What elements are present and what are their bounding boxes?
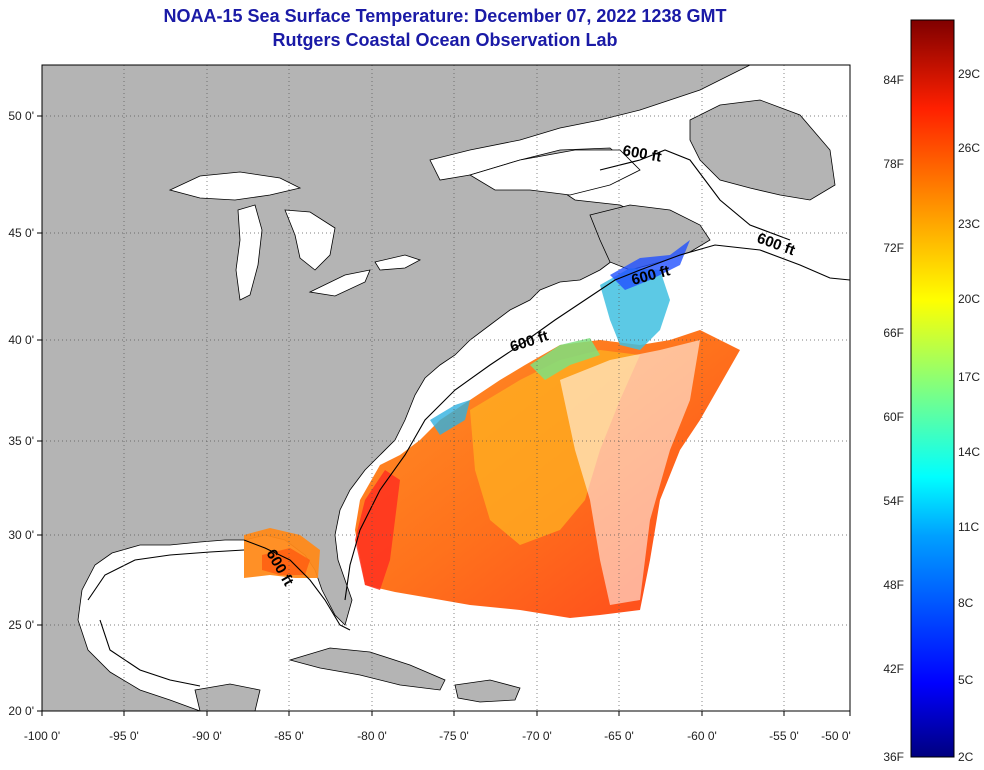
celsius-label: 20C <box>958 292 980 306</box>
newfoundland-land <box>689 99 836 201</box>
yucatan-land <box>194 683 261 711</box>
x-tick-label: -55 0' <box>769 729 799 743</box>
lake-erie <box>308 269 371 297</box>
y-tick-label: 50 0' <box>8 109 34 123</box>
x-tick-label: -100 0' <box>24 729 60 743</box>
fahrenheit-label: 72F <box>883 241 904 255</box>
x-tick-label: -50 0' <box>821 729 851 743</box>
celsius-label: 11C <box>958 520 979 534</box>
fahrenheit-label: 78F <box>883 157 904 171</box>
colorbar-gradient <box>910 19 955 758</box>
map-frame <box>41 64 851 712</box>
lake-ontario <box>374 254 422 271</box>
y-tick-label: 30 0' <box>8 528 34 542</box>
celsius-label: 5C <box>958 673 974 687</box>
celsius-label: 14C <box>958 445 980 459</box>
isobath-600ft <box>87 149 850 687</box>
fahrenheit-label: 48F <box>883 578 904 592</box>
y-tick-label: 20 0' <box>8 704 34 718</box>
x-tick-label: -85 0' <box>274 729 304 743</box>
x-tick-label: -90 0' <box>192 729 222 743</box>
x-tick-label: -95 0' <box>109 729 139 743</box>
map-title: NOAA-15 Sea Surface Temperature: Decembe… <box>163 6 727 26</box>
celsius-label: 26C <box>958 141 980 155</box>
celsius-label: 8C <box>958 596 974 610</box>
lake-superior <box>168 171 302 201</box>
celsius-label: 23C <box>958 217 980 231</box>
y-tick-label: 45 0' <box>8 226 34 240</box>
lake-michigan <box>235 204 263 301</box>
fahrenheit-label: 66F <box>883 326 904 340</box>
x-tick-label: -80 0' <box>357 729 387 743</box>
y-tick-label: 35 0' <box>8 434 34 448</box>
lake-huron <box>284 209 336 271</box>
colorbar-celsius-labels: 29C 26C 23C 20C 17C 14C 11C 8C 5C 2C <box>958 67 980 764</box>
celsius-label: 17C <box>958 370 980 384</box>
celsius-label: 2C <box>958 750 974 764</box>
fahrenheit-label: 60F <box>883 410 904 424</box>
map-grid <box>42 65 850 711</box>
temperature-colorbar: 84F 78F 72F 66F 60F 54F 48F 42F 36F 29C … <box>883 19 980 764</box>
axis-ticks <box>37 115 851 716</box>
x-tick-label: -70 0' <box>522 729 552 743</box>
x-tick-label: -65 0' <box>604 729 634 743</box>
fahrenheit-label: 36F <box>883 750 904 764</box>
map-subtitle: Rutgers Coastal Ocean Observation Lab <box>272 30 618 50</box>
cuba-land <box>288 647 446 691</box>
north-america-land <box>42 65 751 711</box>
y-axis-labels: 20 0' 25 0' 30 0' 35 0' 40 0' 45 0' 50 0… <box>8 109 34 718</box>
colorbar-fahrenheit-labels: 84F 78F 72F 66F 60F 54F 48F 42F 36F <box>883 73 904 764</box>
contour-label: 600 ft <box>621 142 663 166</box>
st-lawrence-gulf <box>469 149 641 196</box>
fahrenheit-label: 54F <box>883 494 904 508</box>
y-tick-label: 40 0' <box>8 333 34 347</box>
x-axis-labels: -100 0' -95 0' -90 0' -85 0' -80 0' -75 … <box>24 729 851 743</box>
fahrenheit-label: 42F <box>883 662 904 676</box>
y-tick-label: 25 0' <box>8 618 34 632</box>
sst-swath <box>244 240 740 618</box>
x-tick-label: -75 0' <box>439 729 469 743</box>
fahrenheit-label: 84F <box>883 73 904 87</box>
celsius-label: 29C <box>958 67 980 81</box>
x-tick-label: -60 0' <box>687 729 717 743</box>
hispaniola-land <box>454 679 521 703</box>
